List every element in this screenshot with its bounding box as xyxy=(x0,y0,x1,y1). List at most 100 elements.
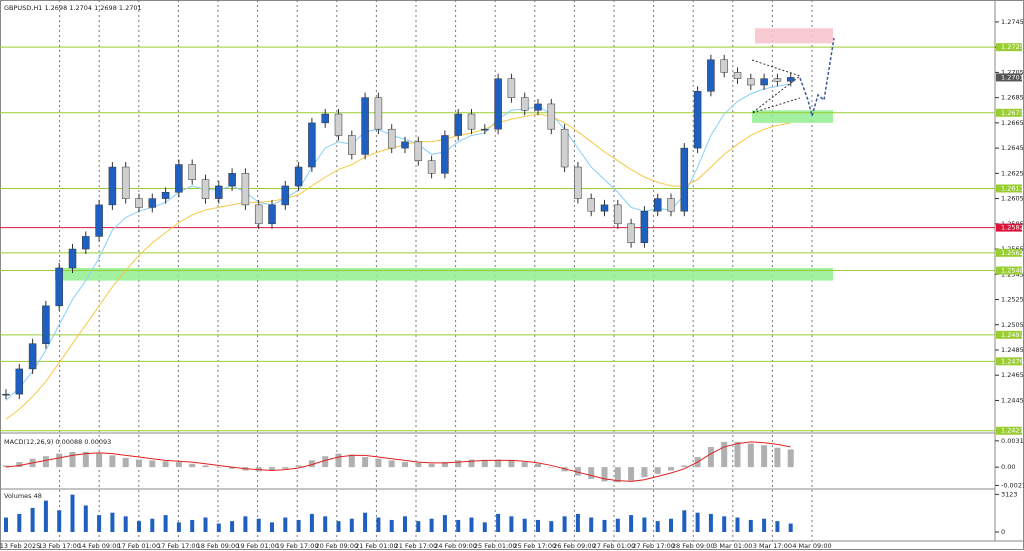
time-label: 3 Mar 01:00 xyxy=(713,542,752,550)
candle xyxy=(201,179,210,199)
macd-bar xyxy=(535,463,541,468)
time-label: 27 Feb 17:00 xyxy=(632,542,675,550)
volume-bar xyxy=(163,515,168,532)
candle xyxy=(494,78,502,130)
volume-bar xyxy=(243,516,248,532)
zone xyxy=(752,110,833,123)
time-label: 25 Feb 01:00 xyxy=(474,542,517,550)
candle xyxy=(653,198,662,212)
candle xyxy=(268,204,276,225)
volume-tick-label: 0 xyxy=(1001,528,1005,536)
level-label: 1.2562 xyxy=(1001,249,1024,257)
volume-bar xyxy=(30,507,35,532)
macd-bar xyxy=(109,455,116,468)
zone xyxy=(755,28,833,44)
time-label: 21 Feb 17:00 xyxy=(395,542,438,550)
current-price-box xyxy=(996,73,1022,82)
candle xyxy=(401,141,409,149)
candle xyxy=(747,78,755,86)
volume-bar xyxy=(17,513,22,532)
volume-bar xyxy=(589,517,594,532)
candle xyxy=(361,97,369,155)
volume-bar xyxy=(296,519,301,532)
price-tick-label: 1.2625 xyxy=(1001,169,1024,177)
candle xyxy=(481,128,489,131)
candle xyxy=(786,77,795,82)
volume-bar xyxy=(389,519,394,532)
level-label: 1.2548 xyxy=(1001,266,1024,274)
volume-bar xyxy=(642,517,647,532)
volume-bar xyxy=(562,516,567,532)
macd-bar xyxy=(614,467,621,483)
level-label: 1.2613 xyxy=(1001,184,1024,192)
candle xyxy=(520,97,529,111)
candle xyxy=(640,210,649,243)
macd-bar xyxy=(521,462,528,468)
candle xyxy=(441,135,449,174)
volume-bar xyxy=(509,516,514,532)
volume-bar xyxy=(376,517,381,532)
candle xyxy=(175,164,183,193)
volume-bar xyxy=(323,516,328,532)
volume-bar xyxy=(788,523,793,532)
macd-bar xyxy=(774,447,781,468)
time-label: 25 Feb 17:00 xyxy=(513,542,556,550)
candle xyxy=(560,128,569,168)
candle xyxy=(228,173,236,187)
candle xyxy=(108,166,117,206)
macd-bar xyxy=(375,458,382,468)
volume-bar xyxy=(4,517,8,532)
volume-bar xyxy=(695,512,700,532)
candle xyxy=(414,141,423,161)
volume-bar xyxy=(722,516,727,532)
macd-bar xyxy=(455,460,462,468)
candle xyxy=(693,91,702,149)
macd-bar xyxy=(481,460,488,468)
macd-tick-label: -0.00217 xyxy=(1001,481,1024,489)
macd-bar xyxy=(668,467,674,471)
time-label: 20 Feb 09:00 xyxy=(315,542,358,550)
macd-tick-label: 0.00312 xyxy=(1001,437,1024,445)
level-label-box xyxy=(996,184,1022,193)
macd-bar xyxy=(441,462,448,468)
volume-bar xyxy=(708,513,713,532)
time-label: 21 Feb 01:00 xyxy=(355,542,398,550)
macd-bar xyxy=(96,453,103,468)
candle xyxy=(95,204,103,237)
macd-bar xyxy=(149,460,156,468)
level-label-box xyxy=(996,330,1022,339)
volume-bar xyxy=(536,519,540,532)
candle xyxy=(627,223,635,243)
candle xyxy=(600,204,609,212)
volume-bar xyxy=(669,518,673,532)
volume-label: Volumes 48 xyxy=(4,492,42,500)
price-tick-label: 1.2525 xyxy=(1001,296,1024,304)
volume-tick-label: 3123 xyxy=(1001,490,1018,498)
level-label: 1.2725 xyxy=(1001,43,1024,51)
volume-bar xyxy=(403,516,407,532)
macd-bar xyxy=(42,456,49,468)
macd-bar xyxy=(628,467,635,481)
volume-bar xyxy=(110,512,115,532)
macd-bar xyxy=(388,460,395,468)
volume-bar xyxy=(203,517,208,532)
macd-bar xyxy=(495,459,502,468)
candle xyxy=(733,72,742,79)
price-tick-label: 1.2685 xyxy=(1001,94,1024,102)
candle xyxy=(28,343,37,370)
macd-bar xyxy=(335,453,342,468)
volume-bar xyxy=(176,522,181,532)
volume-bar xyxy=(549,521,554,532)
candle xyxy=(15,368,24,395)
volume-bar xyxy=(283,517,288,532)
candle xyxy=(507,78,516,98)
volume-bar xyxy=(43,500,48,532)
candle xyxy=(294,166,303,187)
volume-bar xyxy=(629,515,634,532)
volume-bar xyxy=(442,515,447,532)
level-label: 1.2582 xyxy=(1001,224,1024,232)
candle xyxy=(321,113,329,124)
level-label-box xyxy=(996,357,1022,366)
macd-bar xyxy=(175,462,182,468)
